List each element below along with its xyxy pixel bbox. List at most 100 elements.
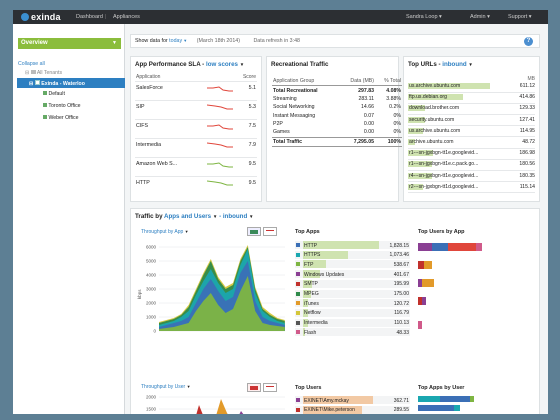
table-row: Social Networking 14.66 0.2%	[273, 104, 401, 111]
admin-menu[interactable]: Admin ▾	[470, 14, 490, 20]
user-app-segment[interactable]	[418, 243, 432, 251]
row-divider	[408, 102, 535, 104]
sla-app-name[interactable]: Amazon Web S...	[136, 161, 178, 167]
url-link[interactable]: security.ubuntu.com	[409, 116, 455, 123]
tree-item-all-tenants[interactable]: ⊟ All Tenants	[25, 70, 63, 76]
period-dropdown[interactable]: today	[169, 38, 183, 44]
help-icon[interactable]: ?	[524, 37, 533, 46]
nav-appliances[interactable]: Appliances	[113, 14, 140, 20]
list-item[interactable]	[295, 308, 410, 317]
url-link[interactable]: download.brother.com	[409, 105, 460, 112]
app-name[interactable]: MPEG	[304, 291, 319, 297]
url-link[interactable]: archive.ubuntu.com	[409, 139, 454, 145]
sla-sparkline	[207, 142, 233, 148]
throughput-by-user-dropdown[interactable]: Throughput by User ▼	[141, 384, 191, 390]
list-item[interactable]	[295, 318, 410, 327]
area-chart-toggle-icon[interactable]	[247, 227, 261, 236]
url-link[interactable]: r1---sn-jgxbgn-tt1e.c.pack.go...	[409, 161, 479, 168]
list-item[interactable]	[295, 299, 410, 308]
support-menu[interactable]: Support ▾	[508, 14, 532, 20]
url-link[interactable]: r2---sn-jgxbgn-tt1d.googlevid...	[409, 183, 479, 190]
app-value: 116.79	[394, 310, 409, 317]
y-tick-label: 6000	[146, 245, 157, 250]
app-name[interactable]: iTunes	[304, 300, 319, 307]
app-name[interactable]: Intermedia	[304, 320, 328, 327]
nav-dashboard[interactable]: Dashboard	[76, 14, 103, 20]
user-app-segment[interactable]	[422, 279, 434, 287]
expand-icon[interactable]: ⊟	[25, 70, 30, 76]
sla-app-name[interactable]: HTTP	[136, 180, 150, 186]
traffic-mode-dropdown[interactable]: Apps and Users	[164, 213, 212, 220]
top-users-by-app-title: Top Users by App	[418, 229, 465, 235]
sla-app-name[interactable]: Intermedia	[136, 142, 162, 148]
app-user-segment[interactable]	[418, 405, 454, 411]
node-icon	[43, 115, 47, 119]
tree-item-exinda-waterloo[interactable]: ⊟ Exinda - Waterloo	[17, 78, 125, 88]
mb-header: MB	[527, 76, 536, 82]
app-name[interactable]: FTP	[304, 261, 314, 268]
collapse-node-icon[interactable]: ⊟	[29, 81, 34, 87]
app-name[interactable]: HTTPS	[304, 252, 321, 259]
list-item[interactable]	[295, 270, 410, 279]
user-app-segment[interactable]	[448, 243, 476, 251]
legend-swatch	[296, 301, 300, 306]
legend-swatch	[296, 291, 300, 296]
tree-item-default[interactable]: Default	[43, 91, 65, 97]
list-item[interactable]	[295, 279, 410, 288]
sla-app-name[interactable]: CIFS	[136, 123, 149, 129]
throughput-by-app-dropdown[interactable]: Throughput by App ▼	[141, 229, 189, 235]
app-bar	[303, 241, 379, 249]
sla-score: 7.9	[248, 142, 256, 148]
list-item[interactable]	[295, 328, 410, 337]
chevron-down-icon[interactable]: ▼	[239, 62, 245, 67]
url-link[interactable]: r4---sn-jgxbgn-tt1e.googlevid...	[409, 172, 479, 179]
line-chart-toggle-icon[interactable]	[263, 227, 277, 236]
user-app-segment[interactable]	[418, 279, 422, 287]
app-user-segment[interactable]	[418, 396, 440, 402]
legend-swatch	[296, 252, 300, 257]
app-name[interactable]: SMTP	[304, 281, 318, 288]
url-link[interactable]: us.archive.ubuntu.com	[409, 127, 461, 134]
chevron-down-icon[interactable]: ▼	[182, 38, 188, 43]
list-item[interactable]	[295, 260, 410, 269]
area-chart-toggle-icon[interactable]	[247, 383, 261, 392]
overview-dropdown[interactable]: Overview ▼	[18, 38, 121, 49]
list-item[interactable]	[295, 250, 410, 259]
url-link[interactable]: us.archive.ubuntu.com	[409, 83, 461, 89]
line-chart-toggle-icon[interactable]	[263, 383, 277, 392]
sla-app-name[interactable]: SalesForce	[136, 85, 163, 91]
user-app-segment[interactable]	[432, 243, 448, 251]
user-app-segment[interactable]	[476, 243, 482, 251]
user-app-segment[interactable]	[424, 261, 432, 269]
url-link[interactable]: r1---sn-jgxbgn-tt1e.googlevid...	[409, 150, 479, 157]
user-app-segment[interactable]	[418, 321, 422, 329]
app-name[interactable]: Netflow	[304, 310, 321, 317]
user-name[interactable]: EXINET\Amy.mckay	[304, 397, 349, 404]
tree-item-toronto-office[interactable]: Toronto Office	[43, 103, 81, 109]
chevron-down-icon[interactable]: ▼	[212, 214, 218, 219]
tree-item-weber-office[interactable]: Weber Office	[43, 115, 79, 121]
app-user-segment[interactable]	[454, 405, 460, 411]
url-link[interactable]: ftp.us.debian.org	[409, 94, 447, 101]
list-item[interactable]	[295, 289, 410, 298]
sla-app-name[interactable]: SIP	[136, 104, 145, 110]
app-name[interactable]: Windows Updates	[304, 271, 345, 278]
traffic-direction-dropdown[interactable]: - inbound	[219, 213, 248, 220]
url-direction-dropdown[interactable]: inbound	[442, 61, 467, 68]
sla-mode-dropdown[interactable]: low scores	[205, 61, 238, 68]
app-name[interactable]: Flash	[304, 329, 317, 336]
sla-sparkline	[207, 86, 233, 92]
user-app-segment[interactable]	[422, 297, 426, 305]
app-user-segment[interactable]	[470, 396, 474, 402]
user-menu[interactable]: Sandra Loop ▾	[406, 14, 442, 20]
folder-icon	[30, 70, 36, 74]
chevron-down-icon[interactable]: ▼	[468, 62, 473, 67]
app-user-segment[interactable]	[440, 396, 470, 402]
table-row: Total Traffic 7,295.05 100%	[272, 137, 402, 147]
app-name[interactable]: HTTP	[304, 242, 318, 249]
user-app-segment[interactable]	[418, 261, 424, 269]
chevron-down-icon[interactable]: ▼	[248, 214, 254, 219]
user-app-segment[interactable]	[418, 297, 422, 305]
user-name[interactable]: EXINET\Mike.peterson	[304, 407, 355, 414]
collapse-all-link[interactable]: Collapse all	[18, 61, 45, 67]
